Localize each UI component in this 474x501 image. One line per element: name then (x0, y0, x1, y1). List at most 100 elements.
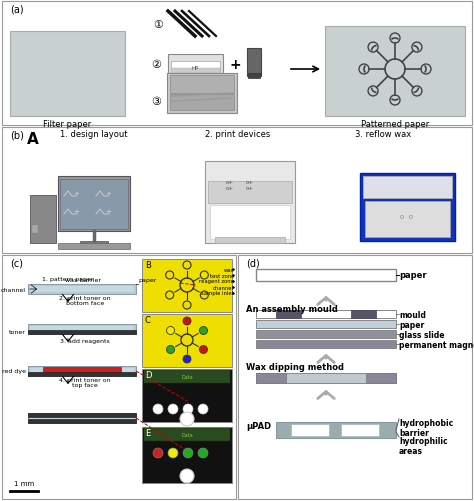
Bar (2, 128, 472, 254)
Text: (a): (a) (10, 5, 24, 15)
Bar (30, 287, 134, 293)
Text: 2. print devices: 2. print devices (205, 130, 270, 139)
Bar (144, 428, 230, 441)
Text: (d): (d) (246, 258, 260, 268)
Bar (171, 62, 220, 74)
Text: (c): (c) (10, 258, 23, 268)
Bar (351, 311, 376, 318)
Bar (142, 260, 232, 313)
Bar (58, 177, 130, 231)
Bar (256, 270, 396, 282)
Text: ①: ① (153, 20, 163, 30)
Circle shape (166, 327, 174, 335)
Text: ②: ② (151, 60, 161, 70)
Bar (28, 330, 136, 334)
Bar (142, 427, 232, 483)
Bar (210, 205, 290, 239)
Bar (170, 76, 234, 94)
Text: wax: wax (223, 267, 234, 272)
Circle shape (198, 404, 208, 414)
Bar (247, 49, 261, 77)
Bar (363, 177, 452, 198)
Text: +: + (229, 58, 241, 72)
Bar (30, 415, 134, 421)
Bar (28, 413, 136, 417)
Text: B: B (145, 261, 151, 270)
Text: paper: paper (399, 320, 424, 329)
Text: channel: channel (1, 287, 26, 292)
Bar (28, 285, 136, 295)
Bar (171, 69, 220, 74)
Bar (170, 95, 234, 111)
Text: D: D (145, 370, 152, 379)
Text: toner: toner (9, 330, 26, 335)
Bar (360, 174, 455, 241)
Text: C: C (145, 315, 151, 324)
Bar (28, 413, 136, 423)
Text: Data: Data (181, 433, 193, 438)
Circle shape (200, 346, 208, 354)
Text: o  o: o o (401, 213, 413, 219)
Bar (28, 419, 136, 423)
Text: +: + (105, 190, 111, 196)
Text: hydrophobic
barrier: hydrophobic barrier (399, 418, 453, 437)
Bar (28, 324, 136, 334)
Bar (32, 225, 38, 233)
Text: Wax dipping method: Wax dipping method (246, 363, 344, 372)
Bar (30, 326, 134, 332)
Text: 3. add reagents: 3. add reagents (60, 338, 110, 343)
Circle shape (183, 448, 193, 458)
Text: test zone: test zone (210, 273, 234, 278)
Text: permanent magnet: permanent magnet (399, 340, 474, 349)
Bar (28, 372, 136, 376)
Text: An assembly mould: An assembly mould (246, 305, 338, 314)
Bar (2, 256, 236, 499)
Text: 2. print toner on
bottom face: 2. print toner on bottom face (59, 295, 111, 306)
Bar (276, 422, 396, 438)
Text: mould: mould (399, 310, 426, 319)
Circle shape (166, 346, 174, 354)
Bar (325, 27, 465, 117)
Bar (167, 74, 237, 114)
Text: wax barrier: wax barrier (65, 278, 101, 283)
Text: o+: o+ (226, 179, 234, 184)
Bar (80, 241, 108, 247)
Bar (58, 243, 130, 249)
Bar (30, 195, 56, 243)
Text: o+: o+ (226, 186, 234, 191)
Text: o+: o+ (246, 179, 254, 184)
Text: o+: o+ (246, 186, 254, 191)
Bar (256, 373, 286, 383)
Bar (30, 368, 134, 374)
Bar (208, 182, 292, 203)
Text: hydrophilic
areas: hydrophilic areas (399, 436, 447, 455)
Text: HP: HP (191, 65, 199, 70)
Bar (341, 424, 379, 436)
Circle shape (153, 404, 163, 414)
Text: reagent zone: reagent zone (199, 279, 234, 284)
Text: 1. pattern paper: 1. pattern paper (42, 277, 94, 282)
Circle shape (183, 355, 191, 363)
Text: +: + (105, 208, 111, 214)
Bar (60, 180, 128, 229)
Text: 3. reflow wax: 3. reflow wax (355, 130, 411, 139)
Circle shape (180, 412, 194, 426)
Bar (28, 366, 136, 376)
Text: 4. print toner on
top face: 4. print toner on top face (59, 377, 111, 388)
Text: Patterned paper: Patterned paper (361, 120, 429, 129)
Bar (256, 373, 396, 383)
Bar (256, 311, 396, 318)
Circle shape (153, 448, 163, 458)
Circle shape (168, 448, 178, 458)
Text: +: + (73, 208, 79, 214)
Bar (256, 330, 396, 338)
Text: 1 cm: 1 cm (153, 488, 169, 493)
Bar (10, 32, 125, 117)
Text: E: E (145, 428, 150, 437)
Bar (248, 74, 260, 79)
Bar (238, 256, 472, 499)
Bar (144, 370, 230, 383)
Bar (276, 311, 301, 318)
Circle shape (183, 317, 191, 325)
Circle shape (183, 404, 193, 414)
